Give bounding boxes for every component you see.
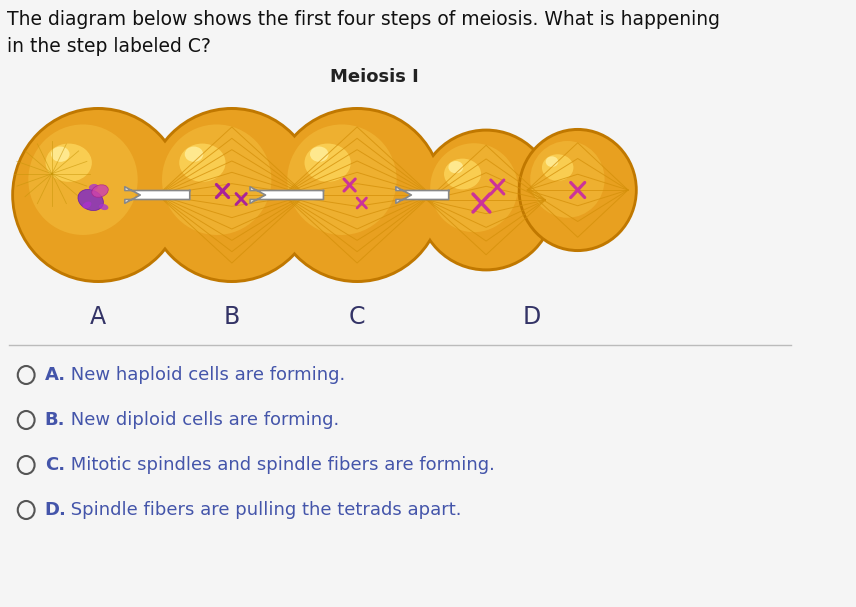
Ellipse shape <box>288 124 396 235</box>
Ellipse shape <box>520 131 635 249</box>
Ellipse shape <box>145 107 318 283</box>
Ellipse shape <box>14 110 182 280</box>
Ellipse shape <box>518 128 638 252</box>
Polygon shape <box>395 187 449 203</box>
Ellipse shape <box>416 129 556 271</box>
Ellipse shape <box>530 141 604 218</box>
Ellipse shape <box>92 185 108 197</box>
Ellipse shape <box>179 144 225 182</box>
Polygon shape <box>250 187 324 203</box>
Ellipse shape <box>431 143 518 232</box>
Text: A: A <box>90 305 106 329</box>
Text: B: B <box>223 305 240 329</box>
Text: C.: C. <box>45 456 65 474</box>
Ellipse shape <box>89 184 98 190</box>
Ellipse shape <box>542 154 574 181</box>
Text: C: C <box>349 305 366 329</box>
Ellipse shape <box>270 107 444 283</box>
Ellipse shape <box>449 161 463 174</box>
Ellipse shape <box>28 124 138 235</box>
Text: New haploid cells are forming.: New haploid cells are forming. <box>65 366 346 384</box>
Text: D: D <box>523 305 541 329</box>
Text: Spindle fibers are pulling the tetrads apart.: Spindle fibers are pulling the tetrads a… <box>65 501 462 519</box>
Text: Mitotic spindles and spindle fibers are forming.: Mitotic spindles and spindle fibers are … <box>65 456 496 474</box>
Text: B.: B. <box>45 411 65 429</box>
Text: New diploid cells are forming.: New diploid cells are forming. <box>65 411 340 429</box>
Ellipse shape <box>162 124 271 235</box>
Text: Meiosis I: Meiosis I <box>330 68 419 86</box>
Ellipse shape <box>273 110 441 280</box>
Polygon shape <box>125 187 190 203</box>
Ellipse shape <box>11 107 185 283</box>
Ellipse shape <box>185 146 203 162</box>
Text: A.: A. <box>45 366 66 384</box>
Ellipse shape <box>545 157 558 167</box>
Ellipse shape <box>444 158 481 189</box>
Ellipse shape <box>45 144 92 182</box>
Ellipse shape <box>305 144 351 182</box>
Ellipse shape <box>51 146 69 162</box>
Ellipse shape <box>99 204 109 210</box>
Ellipse shape <box>419 132 554 268</box>
Ellipse shape <box>310 146 329 162</box>
Ellipse shape <box>148 110 316 280</box>
Text: D.: D. <box>45 501 67 519</box>
Text: The diagram below shows the first four steps of meiosis. What is happening
in th: The diagram below shows the first four s… <box>8 10 721 55</box>
Ellipse shape <box>78 189 104 211</box>
Ellipse shape <box>82 202 92 208</box>
